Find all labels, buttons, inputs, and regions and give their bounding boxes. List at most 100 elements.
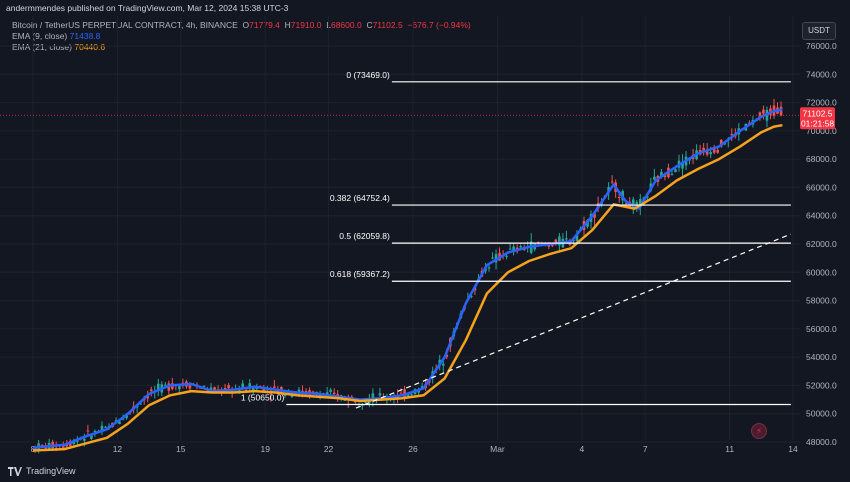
candle-body (311, 391, 315, 393)
y-tick-label: 72000.0 (806, 98, 837, 108)
candle-body (364, 401, 368, 403)
candle-body (399, 392, 403, 394)
candle-body (519, 246, 522, 248)
candle-body (709, 152, 712, 155)
candle-body (262, 388, 266, 393)
fib-level-label: 0 (73469.0) (346, 70, 390, 80)
x-tick-label: 8 (31, 444, 36, 454)
candle-body (610, 181, 614, 183)
candle-body (470, 295, 473, 297)
ema9-value: 71438.8 (69, 31, 101, 41)
ohlc-open-key: O (242, 20, 250, 30)
price-tag-countdown: 01:21:58 (801, 118, 834, 128)
candle-body (505, 255, 508, 257)
candle-body (163, 384, 167, 386)
candle-body (508, 248, 512, 250)
candle-body (617, 197, 621, 199)
candle-body (663, 174, 667, 178)
candle-body (329, 389, 332, 392)
candle-body (494, 254, 498, 263)
candle-body (237, 389, 241, 392)
candle-body (719, 139, 723, 147)
candle-body (353, 401, 357, 403)
candle-body (512, 246, 515, 251)
candle-body (188, 383, 192, 389)
ema21-value: 70440.6 (74, 42, 106, 52)
y-tick-label: 64000.0 (806, 211, 837, 221)
legend-ema21-row[interactable]: EMA (21, close) 70440.6 (12, 42, 471, 53)
candle-body (61, 446, 65, 448)
symbol-title[interactable]: Bitcoin / TetherUS PERPETUAL CONTRACT, 4… (12, 20, 238, 30)
published-header: andermmendes published on TradingView.co… (0, 0, 850, 16)
y-tick-label: 74000.0 (806, 69, 837, 79)
candle-body (705, 150, 709, 155)
trend-line[interactable] (355, 233, 792, 409)
candle-body (40, 444, 44, 446)
ema9-line[interactable] (32, 108, 783, 449)
candle-body (100, 425, 104, 432)
y-tick-label: 66000.0 (806, 182, 837, 192)
candle-body (565, 238, 568, 240)
ema21-label: EMA (21, close) (12, 42, 72, 52)
x-tick-label: 22 (324, 444, 334, 454)
x-tick-label: 14 (788, 444, 798, 454)
y-tick-label: 62000.0 (806, 239, 837, 249)
candle-body (241, 383, 245, 390)
candle-body (244, 389, 248, 391)
candle-body (280, 386, 283, 390)
y-tick-label: 68000.0 (806, 154, 837, 164)
ohlc-high-key: H (284, 20, 291, 30)
legend-ema9-row[interactable]: EMA (9, close) 71438.8 (12, 31, 471, 42)
candle-body (139, 403, 142, 405)
x-tick-label: 4 (580, 444, 585, 454)
candle-body (653, 176, 656, 180)
y-tick-label: 54000.0 (806, 352, 837, 362)
candle-body (441, 363, 445, 366)
x-tick-label: 19 (260, 444, 270, 454)
y-tick-label: 58000.0 (806, 296, 837, 306)
candle-body (121, 418, 125, 420)
candle-body (762, 109, 765, 114)
y-tick-label: 60000.0 (806, 267, 837, 277)
candle-body (273, 386, 276, 389)
x-tick-label: 26 (408, 444, 418, 454)
candle-body (445, 354, 449, 357)
candle-body (83, 438, 86, 441)
candle-body (624, 203, 628, 205)
x-tick-label: 11 (725, 444, 734, 454)
x-tick-label: Mar (490, 444, 505, 454)
candle-body (674, 169, 677, 173)
fib-level-label: 1 (50650.0) (241, 393, 285, 403)
candle-body (361, 404, 364, 406)
ohlc-close-key: C (366, 20, 373, 30)
candle-body (638, 199, 642, 208)
alert-icon[interactable]: ⚡ (751, 423, 767, 439)
fib-level-label: 0.382 (64752.4) (330, 193, 390, 203)
fib-level-label: 0.618 (59367.2) (330, 269, 390, 279)
candle-body (149, 389, 153, 391)
candle-body (575, 234, 579, 242)
candle-body (269, 392, 273, 395)
footer-brand: TradingView (26, 466, 76, 476)
x-tick-label: 15 (176, 444, 186, 454)
candle-body (332, 392, 336, 395)
ohlc-open: 71779.4 (249, 20, 280, 30)
candle-body (536, 241, 540, 244)
candle-body (406, 394, 410, 397)
ema21-line[interactable] (32, 123, 783, 452)
candle-body (72, 441, 76, 444)
candle-body (209, 387, 213, 390)
candle-body (248, 383, 252, 389)
candle-body (371, 393, 375, 402)
candle-body (681, 162, 684, 169)
candle-body (213, 387, 216, 392)
y-tick-label: 48000.0 (806, 437, 837, 447)
y-tick-label: 56000.0 (806, 324, 837, 334)
price-chart[interactable]: 76000.0 74000.0 72000.0 70000.0 68000.0 66000… (0, 0, 850, 460)
footer-bar: TradingView (0, 460, 850, 482)
candle-body (118, 421, 121, 424)
candle-body (93, 430, 97, 432)
currency-button[interactable]: USDT (802, 22, 836, 40)
y-tick-label: 52000.0 (806, 380, 837, 390)
y-tick-label: 76000.0 (806, 41, 837, 51)
